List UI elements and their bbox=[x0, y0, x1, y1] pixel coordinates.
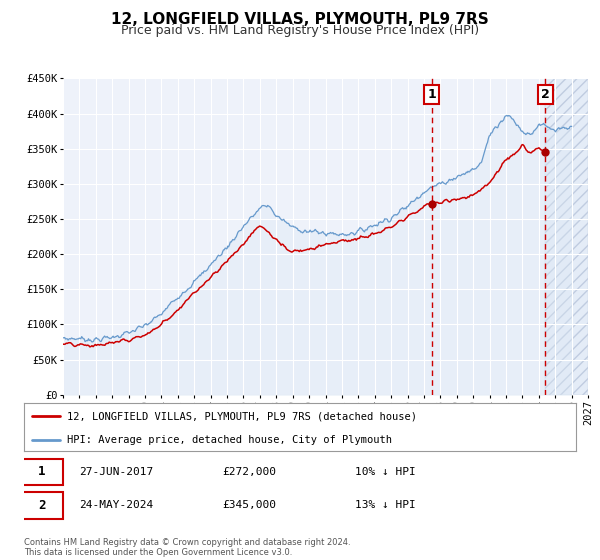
Text: 2: 2 bbox=[38, 499, 46, 512]
Text: 13% ↓ HPI: 13% ↓ HPI bbox=[355, 501, 416, 510]
FancyBboxPatch shape bbox=[21, 492, 62, 519]
Text: £345,000: £345,000 bbox=[223, 501, 277, 510]
FancyBboxPatch shape bbox=[21, 459, 62, 485]
Text: £272,000: £272,000 bbox=[223, 467, 277, 477]
Text: 2: 2 bbox=[541, 88, 550, 101]
Text: HPI: Average price, detached house, City of Plymouth: HPI: Average price, detached house, City… bbox=[67, 435, 392, 445]
Text: 12, LONGFIELD VILLAS, PLYMOUTH, PL9 7RS: 12, LONGFIELD VILLAS, PLYMOUTH, PL9 7RS bbox=[111, 12, 489, 27]
Text: 24-MAY-2024: 24-MAY-2024 bbox=[79, 501, 154, 510]
Bar bbox=[545, 78, 588, 395]
Text: 27-JUN-2017: 27-JUN-2017 bbox=[79, 467, 154, 477]
Text: 1: 1 bbox=[428, 88, 436, 101]
Text: 12, LONGFIELD VILLAS, PLYMOUTH, PL9 7RS (detached house): 12, LONGFIELD VILLAS, PLYMOUTH, PL9 7RS … bbox=[67, 411, 417, 421]
Bar bbox=[545, 78, 588, 395]
Text: Price paid vs. HM Land Registry's House Price Index (HPI): Price paid vs. HM Land Registry's House … bbox=[121, 24, 479, 37]
Text: Contains HM Land Registry data © Crown copyright and database right 2024.
This d: Contains HM Land Registry data © Crown c… bbox=[24, 538, 350, 557]
Text: 10% ↓ HPI: 10% ↓ HPI bbox=[355, 467, 416, 477]
Text: 1: 1 bbox=[38, 465, 46, 478]
